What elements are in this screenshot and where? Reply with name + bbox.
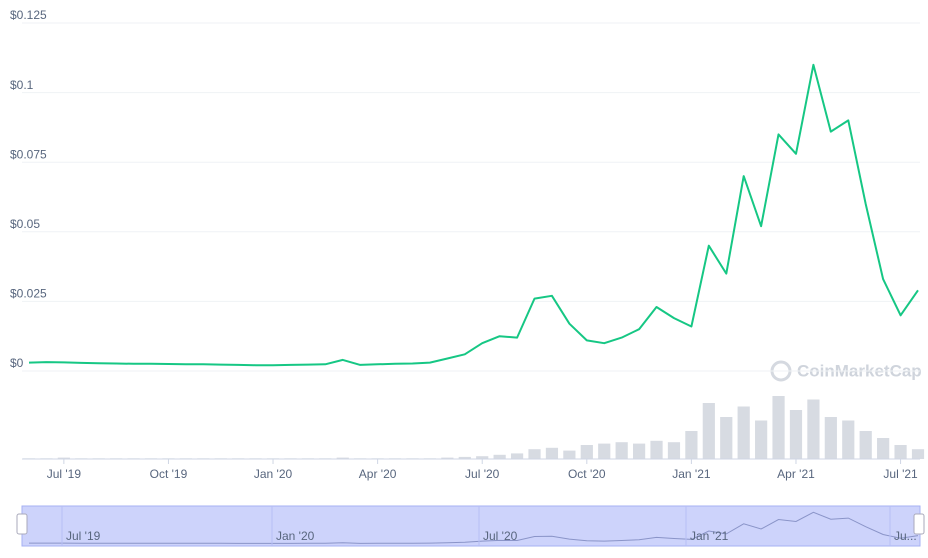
y-tick-label: $0.075 <box>10 147 47 161</box>
x-tick-label: Jan '21 <box>672 467 711 481</box>
navigator-label: Ju... <box>894 529 917 543</box>
volume-bar <box>545 447 559 459</box>
volume-bar <box>720 417 733 459</box>
y-tick-label: $0.125 <box>10 8 47 22</box>
y-tick-label: $0 <box>10 356 24 370</box>
navigator-label: Jul '19 <box>66 529 101 543</box>
volume-bar <box>789 410 803 459</box>
volume-bar <box>755 420 768 459</box>
navigator-label: Jan '21 <box>690 529 729 543</box>
volume-bar <box>580 445 593 459</box>
volume-bar <box>336 457 349 459</box>
navigator-label: Jan '20 <box>276 529 315 543</box>
x-tick-label: Jul '20 <box>465 467 500 481</box>
x-tick-label: Jan '20 <box>254 467 293 481</box>
navigator[interactable] <box>21 505 921 547</box>
volume-bar <box>650 440 663 459</box>
volume-bar <box>685 431 698 459</box>
volume-bar <box>493 454 506 459</box>
navigator-line <box>29 511 919 544</box>
volume-bar <box>632 443 646 459</box>
volume-bar <box>563 450 576 459</box>
volume-bar <box>894 445 907 459</box>
volume-bar <box>807 399 820 459</box>
y-tick-label: $0.05 <box>10 217 40 231</box>
volume-bar <box>615 442 628 459</box>
volume-bar <box>510 453 524 459</box>
volume-bar <box>772 396 785 459</box>
navigator-handle[interactable] <box>16 513 28 535</box>
x-tick-label: Oct '19 <box>150 467 188 481</box>
y-tick-label: $0.1 <box>10 78 34 92</box>
navigator-handle[interactable] <box>913 513 925 535</box>
navigator-label: Jul '20 <box>483 529 518 543</box>
volume-bar <box>842 420 855 459</box>
volume-bar <box>859 431 872 459</box>
volume-bar <box>476 456 489 459</box>
volume-bar <box>667 442 681 459</box>
plot: $0 $0.025 $0.05 $0.075 $0.1 $0.125 Jul '19 Oct … <box>10 8 925 546</box>
volume-bar <box>57 457 70 459</box>
volume-bar <box>737 406 750 459</box>
x-tick-label: Jul '19 <box>47 467 82 481</box>
x-tick-label: Jul '21 <box>883 467 918 481</box>
x-tick-label: Apr '21 <box>777 467 815 481</box>
x-tick-label: Oct '20 <box>568 467 606 481</box>
volume-bar <box>528 449 541 459</box>
volume-bar <box>877 438 890 459</box>
volume-bar <box>458 456 471 459</box>
y-tick-label: $0.025 <box>10 287 47 301</box>
volume-bar <box>911 449 925 459</box>
volume-bar <box>824 417 837 459</box>
volume-bar <box>702 403 715 459</box>
price-line <box>28 63 919 367</box>
volume-bar <box>598 443 611 459</box>
volume-bar <box>441 457 454 459</box>
x-tick-label: Apr '20 <box>359 467 397 481</box>
